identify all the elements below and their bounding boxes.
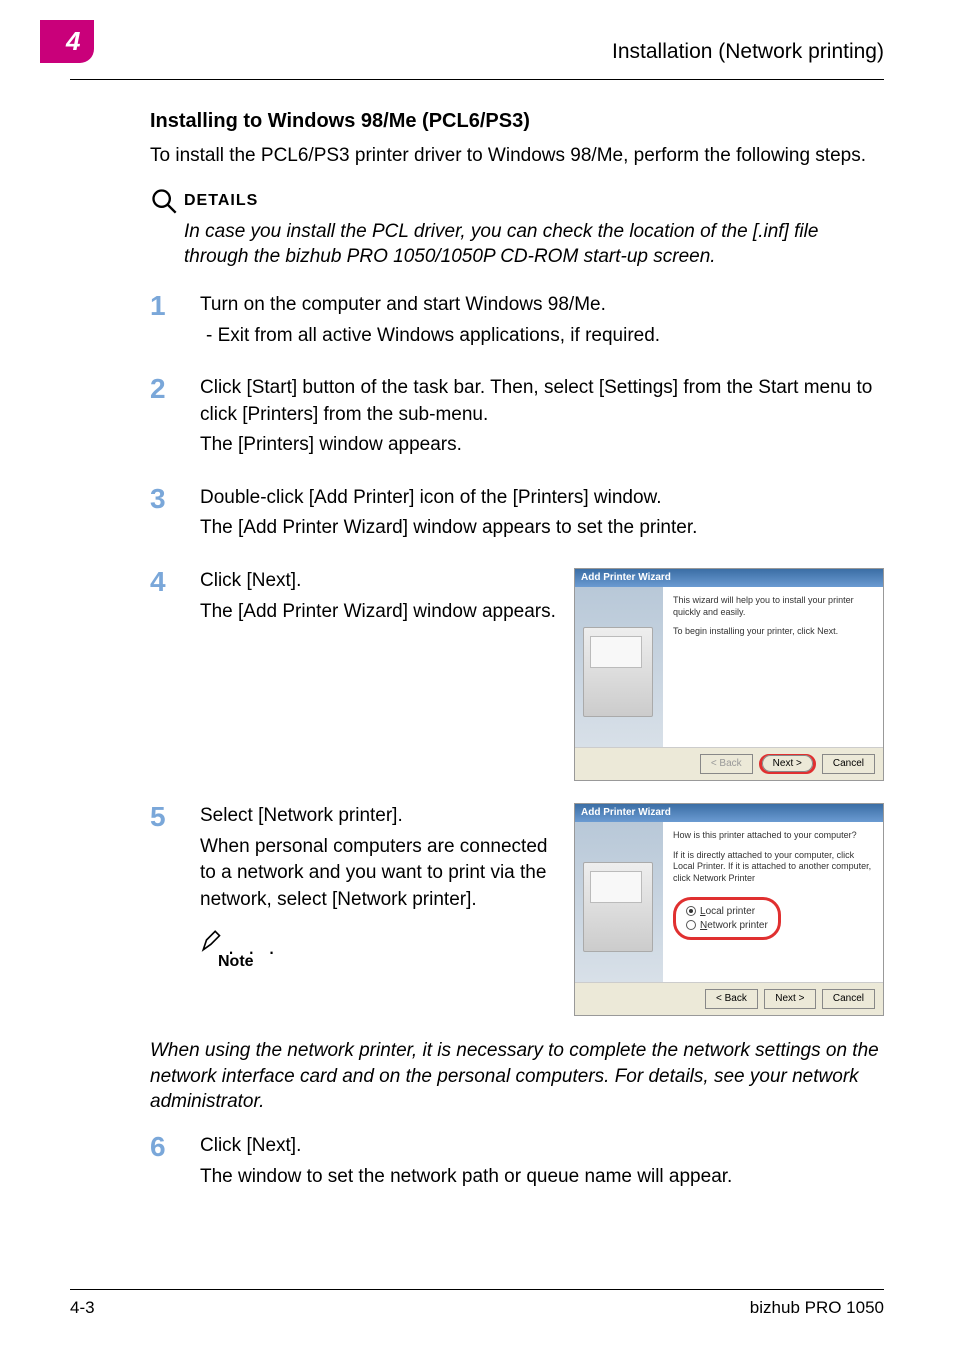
step-3: 3 Double-click [Add Printer] icon of the… (150, 485, 884, 546)
step-5: 5 Select [Network printer]. When persona… (150, 803, 884, 1016)
step-text: The [Add Printer Wizard] window appears … (200, 515, 884, 542)
step-4: 4 Click [Next]. The [Add Printer Wizard]… (150, 568, 884, 781)
note-label: Note (200, 951, 556, 973)
wizard-side-image (575, 587, 663, 747)
step-number: 4 (150, 568, 200, 781)
next-button[interactable]: Next > (762, 755, 813, 772)
step-text: Click [Next]. (200, 568, 556, 595)
step-number: 1 (150, 292, 200, 353)
page-number: 4-3 (70, 1298, 95, 1318)
step-text: Click [Start] button of the task bar. Th… (200, 375, 884, 428)
step-text: The window to set the network path or qu… (200, 1164, 884, 1191)
wizard-titlebar: Add Printer Wizard (575, 569, 883, 587)
running-title: Installation (Network printing) (612, 40, 884, 64)
step-number: 2 (150, 375, 200, 463)
section-heading: Installing to Windows 98/Me (PCL6/PS3) (150, 110, 884, 133)
cancel-button[interactable]: Cancel (822, 989, 875, 1009)
wizard-titlebar: Add Printer Wizard (575, 804, 883, 822)
wizard-hint: If it is directly attached to your compu… (673, 850, 873, 885)
details-callout: DETAILS In case you install the PCL driv… (150, 187, 884, 270)
details-label: DETAILS (184, 192, 258, 210)
wizard-screenshot-1: Add Printer Wizard This wizard will help… (574, 568, 884, 781)
step-text: The [Printers] window appears. (200, 432, 884, 459)
page-header: 4 Installation (Network printing) (70, 30, 884, 80)
back-button[interactable]: < Back (700, 754, 753, 774)
step-text: Select [Network printer]. (200, 803, 556, 830)
wizard-message: To begin installing your printer, click … (673, 626, 873, 638)
step-1: 1 Turn on the computer and start Windows… (150, 292, 884, 353)
back-button[interactable]: < Back (705, 989, 758, 1009)
next-button[interactable]: Next > (764, 989, 816, 1009)
radio-icon (686, 906, 696, 916)
step-text: When personal computers are connected to… (200, 834, 556, 914)
highlight-ring: Next > (759, 754, 816, 774)
radio-icon (686, 920, 696, 930)
step-sub-bullet: - Exit from all active Windows applicati… (200, 323, 884, 350)
highlight-ring: Local printer Network printer (673, 897, 781, 940)
step-6: 6 Click [Next]. The window to set the ne… (150, 1133, 884, 1194)
pencil-icon (200, 927, 226, 953)
step-text: Double-click [Add Printer] icon of the [… (200, 485, 884, 512)
wizard-question: How is this printer attached to your com… (673, 830, 873, 842)
note-callout: . . . Note (200, 927, 556, 973)
radio-network-printer[interactable]: Network printer (686, 919, 768, 932)
step-number: 3 (150, 485, 200, 546)
step-number: 5 (150, 803, 200, 1016)
chapter-tab: 4 (40, 20, 94, 63)
wizard-message: This wizard will help you to install you… (673, 595, 873, 618)
product-name: bizhub PRO 1050 (750, 1298, 884, 1318)
cancel-button[interactable]: Cancel (822, 754, 875, 774)
step-text: The [Add Printer Wizard] window appears. (200, 599, 556, 626)
step-text: Click [Next]. (200, 1133, 884, 1160)
step-text: Turn on the computer and start Windows 9… (200, 292, 884, 319)
details-text: In case you install the PCL driver, you … (150, 219, 884, 270)
wizard-side-image (575, 822, 663, 982)
wizard-screenshot-2: Add Printer Wizard How is this printer a… (574, 803, 884, 1016)
step-2: 2 Click [Start] button of the task bar. … (150, 375, 884, 463)
radio-local-printer[interactable]: Local printer (686, 905, 768, 918)
magnifier-icon (150, 187, 178, 215)
step-number: 6 (150, 1133, 200, 1194)
note-text: When using the network printer, it is ne… (150, 1038, 884, 1115)
page-footer: 4-3 bizhub PRO 1050 (70, 1289, 884, 1318)
intro-paragraph: To install the PCL6/PS3 printer driver t… (150, 143, 884, 169)
